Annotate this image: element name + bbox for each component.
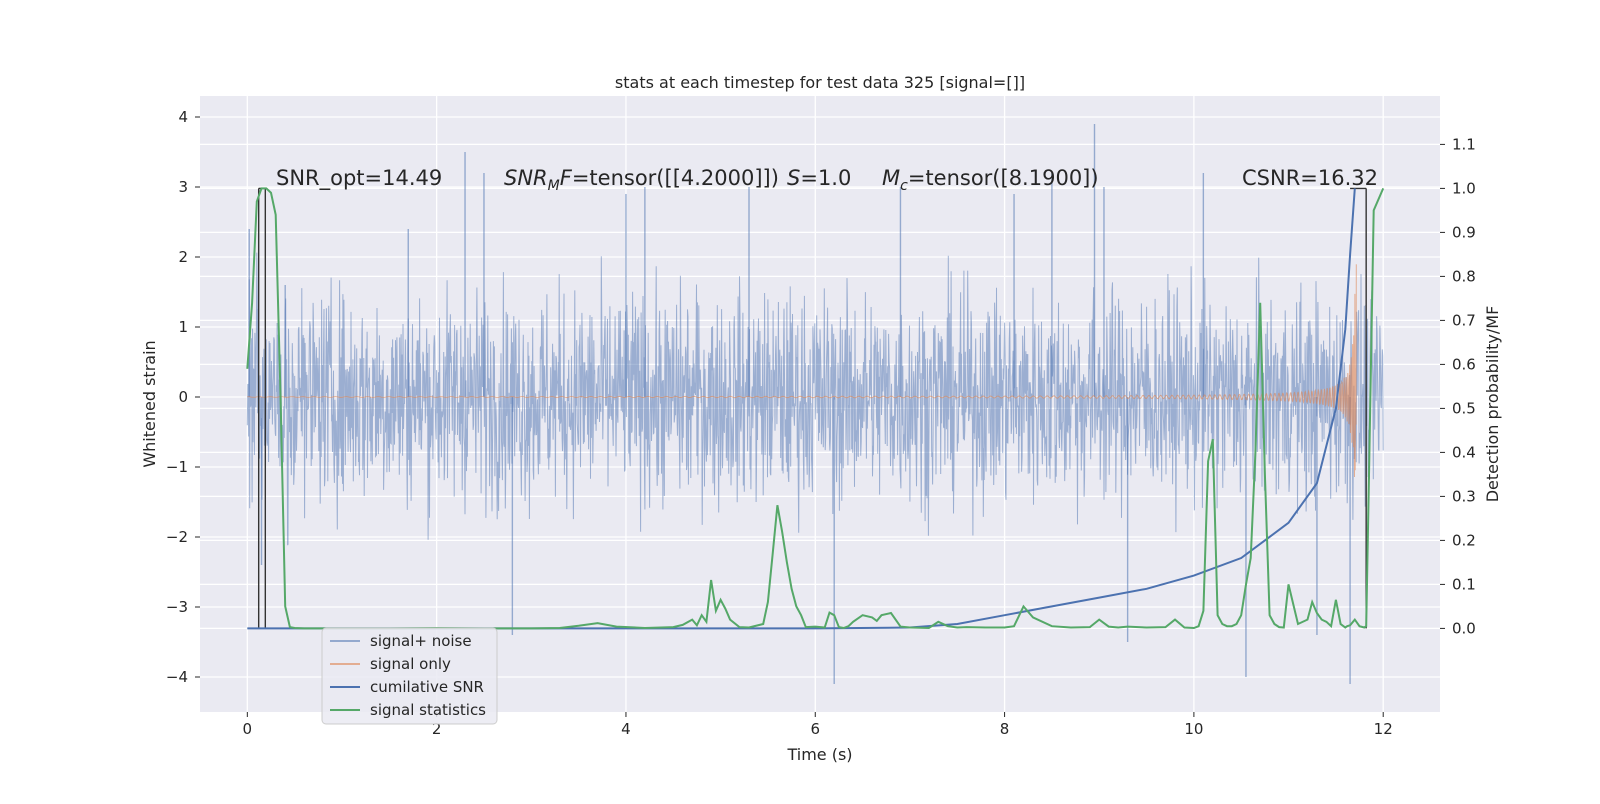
y2-tick-label: 0.5: [1452, 399, 1476, 417]
legend-label-signal-statistics: signal statistics: [370, 701, 486, 719]
y-tick-label: −1: [166, 458, 188, 476]
y2-tick-label: 1.1: [1452, 135, 1476, 153]
x-tick-label: 6: [810, 720, 820, 738]
legend-label-signal-only: signal only: [370, 655, 451, 673]
annotation-mc: Mc=tensor([8.1900]): [882, 166, 1099, 194]
y-axis-label: Whitened strain: [140, 340, 159, 467]
legend-label-signal-noise: signal+ noise: [370, 632, 472, 650]
y-tick-label: 1: [178, 318, 188, 336]
annotation-csnr: CSNR=16.32: [1242, 166, 1378, 190]
axes: 0 2 4 6 8 10 12−4−3−2−1012340.00.10.20.30.40.5…: [166, 108, 1476, 738]
legend: signal+ noise signal only cumilative SNR…: [321, 627, 498, 725]
legend-box: [321, 627, 498, 725]
x-tick-label: 2: [432, 720, 442, 738]
signal-statistics-line: [246, 187, 1385, 630]
y-tick-label: −3: [166, 598, 188, 616]
y-tick-label: 4: [178, 108, 188, 126]
x-tick-label: 12: [1374, 720, 1393, 738]
chart-title: stats at each timestep for test data 325…: [615, 73, 1025, 92]
y2-tick-label: 0.3: [1452, 487, 1476, 505]
y2-tick-label: 0.1: [1452, 575, 1476, 593]
annotation-snr-mf: SNRMF=tensor([[4.2000]]): [504, 166, 779, 194]
x-tick-label: 8: [1000, 720, 1010, 738]
x-axis-label: Time (s): [786, 745, 852, 764]
annotation-snr-opt: SNR_opt=14.49: [276, 166, 442, 191]
y-tick-label: 3: [178, 178, 188, 196]
y2-tick-label: 0.6: [1452, 355, 1476, 373]
y2-tick-label: 0.0: [1452, 619, 1476, 637]
signal-only-line: [247, 264, 1357, 478]
y-tick-label: 0: [178, 388, 188, 406]
y2-tick-label: 0.2: [1452, 531, 1476, 549]
y2-tick-label: 0.4: [1452, 443, 1476, 461]
signal-noise-line: [246, 252, 1384, 546]
y-tick-label: −2: [166, 528, 188, 546]
legend-label-cumulative-snr: cumilative SNR: [370, 678, 484, 696]
chart-marks: [246, 124, 1385, 684]
y2-tick-label: 1.0: [1452, 179, 1476, 197]
x-tick-label: 10: [1184, 720, 1203, 738]
y2-tick-label: 0.7: [1452, 311, 1476, 329]
x-tick-label: 0: [243, 720, 253, 738]
y2-axis-label: Detection probability/MF: [1483, 306, 1502, 503]
y-tick-label: −4: [166, 668, 188, 686]
y2-tick-label: 0.8: [1452, 267, 1476, 285]
annotation-s: S=1.0: [787, 166, 851, 190]
y-tick-label: 2: [178, 248, 188, 266]
x-tick-label: 4: [621, 720, 631, 738]
y2-tick-label: 0.9: [1452, 223, 1476, 241]
